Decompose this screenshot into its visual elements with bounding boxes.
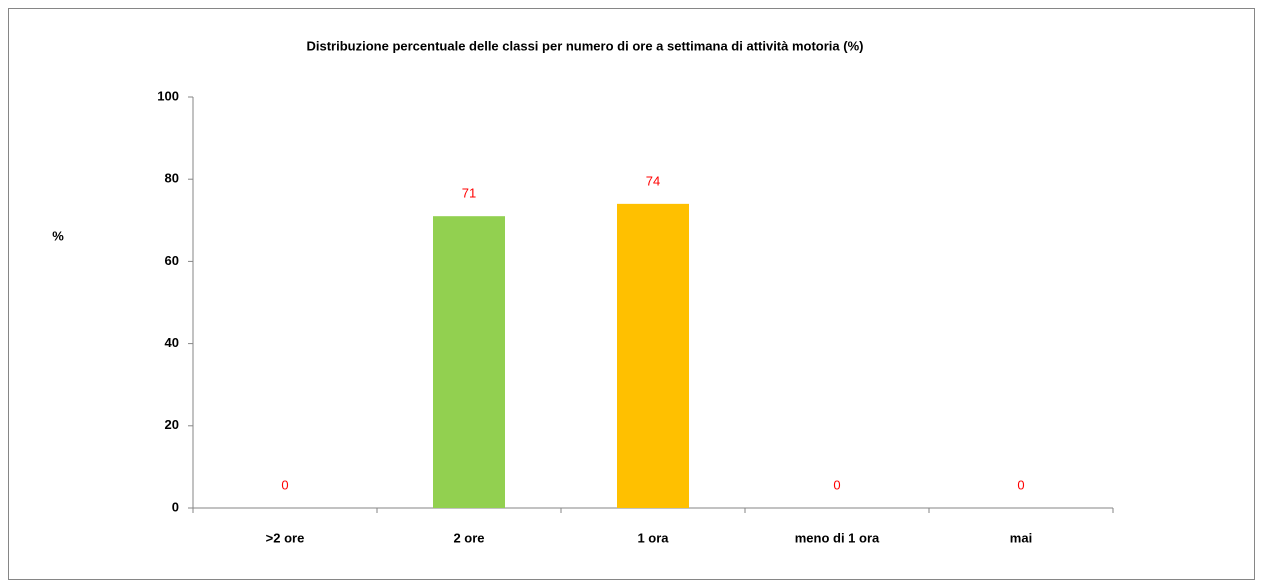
y-tick-label: 40: [165, 335, 179, 350]
y-axis-label: %: [52, 228, 64, 243]
x-tick-label: 1 ora: [637, 530, 669, 545]
value-label: 0: [833, 477, 840, 492]
y-tick-label: 0: [172, 499, 179, 514]
y-tick-label: 20: [165, 417, 179, 432]
value-label: 0: [1017, 477, 1024, 492]
x-tick-label: 2 ore: [453, 530, 484, 545]
y-tick-label: 100: [157, 88, 179, 103]
bar: [433, 216, 505, 508]
y-tick-label: 80: [165, 171, 179, 186]
x-tick-label: mai: [1010, 530, 1032, 545]
value-label: 71: [462, 186, 476, 201]
y-tick-label: 60: [165, 253, 179, 268]
x-tick-label: >2 ore: [266, 530, 305, 545]
value-label: 74: [646, 173, 660, 188]
value-label: 0: [281, 477, 288, 492]
chart-title: Distribuzione percentuale delle classi p…: [307, 38, 864, 53]
x-tick-label: meno di 1 ora: [795, 530, 880, 545]
bar: [617, 203, 689, 509]
